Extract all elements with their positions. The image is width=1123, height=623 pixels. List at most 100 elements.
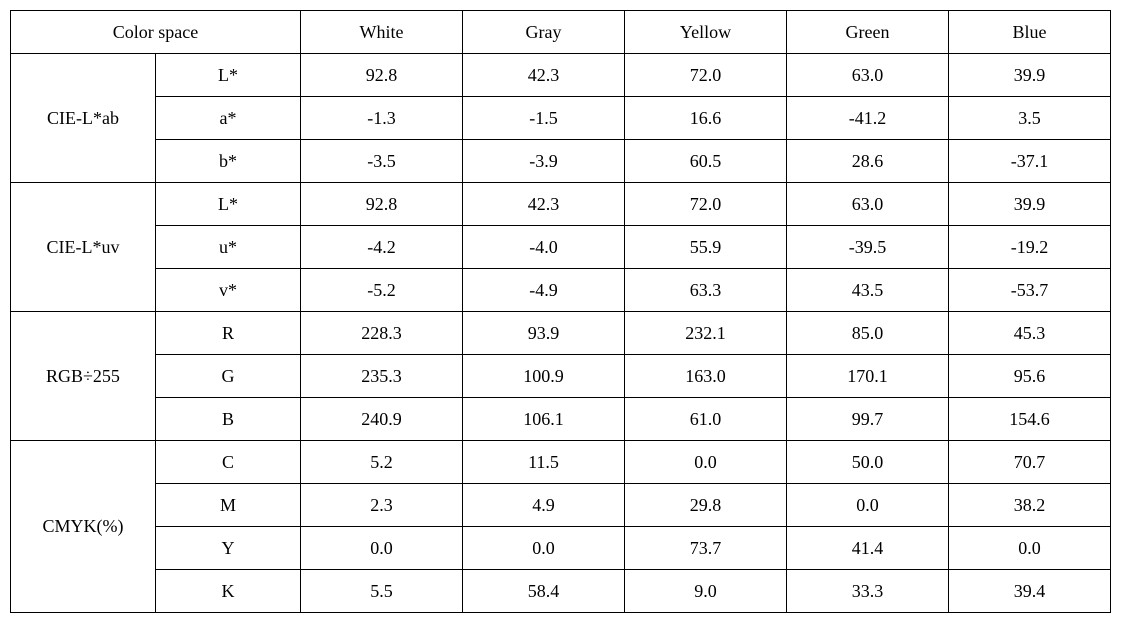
group-label: RGB÷255 — [11, 312, 156, 441]
value-cell: 106.1 — [463, 398, 625, 441]
value-cell: 63.0 — [787, 54, 949, 97]
value-cell: 28.6 — [787, 140, 949, 183]
table-row: CMYK(%)C5.211.50.050.070.7 — [11, 441, 1111, 484]
value-cell: 45.3 — [949, 312, 1111, 355]
group-label: CMYK(%) — [11, 441, 156, 613]
header-col-green: Green — [787, 11, 949, 54]
group-label: CIE-L*uv — [11, 183, 156, 312]
value-cell: 3.5 — [949, 97, 1111, 140]
param-label: a* — [156, 97, 301, 140]
value-cell: 5.2 — [301, 441, 463, 484]
value-cell: 73.7 — [625, 527, 787, 570]
value-cell: 92.8 — [301, 54, 463, 97]
value-cell: 95.6 — [949, 355, 1111, 398]
table-row: CIE-L*abL*92.842.372.063.039.9 — [11, 54, 1111, 97]
value-cell: 240.9 — [301, 398, 463, 441]
value-cell: 170.1 — [787, 355, 949, 398]
param-label: R — [156, 312, 301, 355]
value-cell: -3.9 — [463, 140, 625, 183]
param-label: u* — [156, 226, 301, 269]
value-cell: 232.1 — [625, 312, 787, 355]
value-cell: 4.9 — [463, 484, 625, 527]
table-row: RGB÷255R228.393.9232.185.045.3 — [11, 312, 1111, 355]
value-cell: -19.2 — [949, 226, 1111, 269]
value-cell: -41.2 — [787, 97, 949, 140]
value-cell: -53.7 — [949, 269, 1111, 312]
value-cell: 85.0 — [787, 312, 949, 355]
value-cell: 5.5 — [301, 570, 463, 613]
value-cell: 9.0 — [625, 570, 787, 613]
table-row: CIE-L*uvL*92.842.372.063.039.9 — [11, 183, 1111, 226]
value-cell: 11.5 — [463, 441, 625, 484]
table-header-row: Color space White Gray Yellow Green Blue — [11, 11, 1111, 54]
value-cell: 163.0 — [625, 355, 787, 398]
table-row: G235.3100.9163.0170.195.6 — [11, 355, 1111, 398]
param-label: G — [156, 355, 301, 398]
header-col-blue: Blue — [949, 11, 1111, 54]
value-cell: -1.3 — [301, 97, 463, 140]
param-label: Y — [156, 527, 301, 570]
value-cell: 0.0 — [463, 527, 625, 570]
value-cell: 72.0 — [625, 54, 787, 97]
value-cell: 63.3 — [625, 269, 787, 312]
param-label: b* — [156, 140, 301, 183]
header-col-gray: Gray — [463, 11, 625, 54]
value-cell: 61.0 — [625, 398, 787, 441]
value-cell: 42.3 — [463, 54, 625, 97]
value-cell: 58.4 — [463, 570, 625, 613]
table-row: K5.558.49.033.339.4 — [11, 570, 1111, 613]
value-cell: 39.9 — [949, 54, 1111, 97]
table-row: b*-3.5-3.960.528.6-37.1 — [11, 140, 1111, 183]
value-cell: 92.8 — [301, 183, 463, 226]
value-cell: 39.4 — [949, 570, 1111, 613]
value-cell: 50.0 — [787, 441, 949, 484]
value-cell: -1.5 — [463, 97, 625, 140]
value-cell: 38.2 — [949, 484, 1111, 527]
param-label: C — [156, 441, 301, 484]
value-cell: 0.0 — [625, 441, 787, 484]
value-cell: 55.9 — [625, 226, 787, 269]
value-cell: 60.5 — [625, 140, 787, 183]
value-cell: 43.5 — [787, 269, 949, 312]
value-cell: 2.3 — [301, 484, 463, 527]
param-label: L* — [156, 54, 301, 97]
table-row: M2.34.929.80.038.2 — [11, 484, 1111, 527]
value-cell: 33.3 — [787, 570, 949, 613]
value-cell: 154.6 — [949, 398, 1111, 441]
table-row: B240.9106.161.099.7154.6 — [11, 398, 1111, 441]
value-cell: 29.8 — [625, 484, 787, 527]
value-cell: 93.9 — [463, 312, 625, 355]
value-cell: 41.4 — [787, 527, 949, 570]
value-cell: -4.2 — [301, 226, 463, 269]
table-row: a*-1.3-1.516.6-41.23.5 — [11, 97, 1111, 140]
value-cell: 0.0 — [301, 527, 463, 570]
value-cell: 100.9 — [463, 355, 625, 398]
table-row: v*-5.2-4.963.343.5-53.7 — [11, 269, 1111, 312]
param-label: K — [156, 570, 301, 613]
header-col-yellow: Yellow — [625, 11, 787, 54]
param-label: v* — [156, 269, 301, 312]
param-label: B — [156, 398, 301, 441]
table-body: CIE-L*abL*92.842.372.063.039.9a*-1.3-1.5… — [11, 54, 1111, 613]
value-cell: 99.7 — [787, 398, 949, 441]
group-label: CIE-L*ab — [11, 54, 156, 183]
table-row: u*-4.2-4.055.9-39.5-19.2 — [11, 226, 1111, 269]
value-cell: 235.3 — [301, 355, 463, 398]
value-cell: 70.7 — [949, 441, 1111, 484]
param-label: L* — [156, 183, 301, 226]
value-cell: 63.0 — [787, 183, 949, 226]
value-cell: 228.3 — [301, 312, 463, 355]
value-cell: -3.5 — [301, 140, 463, 183]
value-cell: -5.2 — [301, 269, 463, 312]
value-cell: 0.0 — [949, 527, 1111, 570]
value-cell: 42.3 — [463, 183, 625, 226]
value-cell: 39.9 — [949, 183, 1111, 226]
header-colorspace: Color space — [11, 11, 301, 54]
table-row: Y0.00.073.741.40.0 — [11, 527, 1111, 570]
param-label: M — [156, 484, 301, 527]
value-cell: 16.6 — [625, 97, 787, 140]
value-cell: -4.0 — [463, 226, 625, 269]
value-cell: -4.9 — [463, 269, 625, 312]
header-col-white: White — [301, 11, 463, 54]
value-cell: 0.0 — [787, 484, 949, 527]
